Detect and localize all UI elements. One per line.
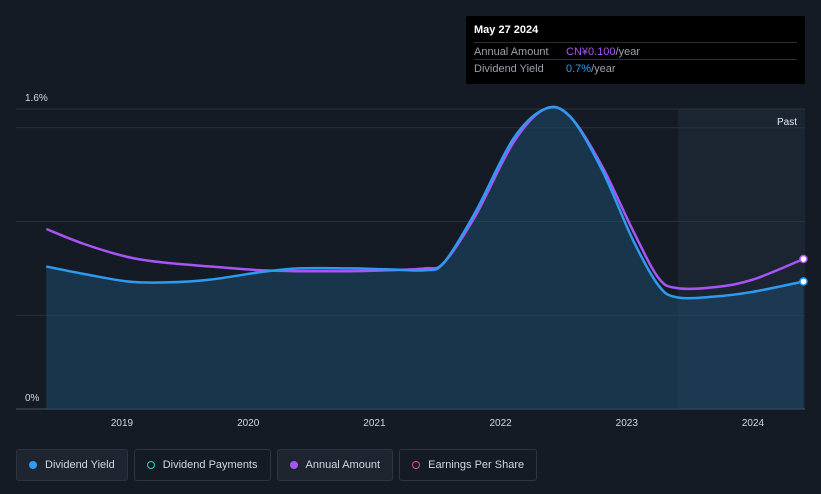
legend-label: Dividend Payments <box>162 459 258 471</box>
x-tick-label: 2021 <box>363 418 386 429</box>
tooltip-unit: /year <box>615 46 641 58</box>
legend-label: Dividend Yield <box>45 459 115 471</box>
series-lines <box>45 105 804 300</box>
dividend-yield-area <box>46 107 804 409</box>
dot-outline-icon <box>412 461 421 469</box>
legend: Dividend Yield Dividend Payments Annual … <box>16 449 538 481</box>
x-tick-label: 2023 <box>616 418 639 429</box>
tooltip-value: CN¥0.100 <box>566 46 616 58</box>
legend-earnings-per-share[interactable]: Earnings Per Share <box>399 449 538 481</box>
legend-dividend-payments[interactable]: Dividend Payments <box>133 449 271 481</box>
dividend-yield-endpoint <box>799 277 808 286</box>
tooltip-row-annual-amount: Annual Amount CN¥0.100/year <box>474 42 797 58</box>
tooltip-date: May 27 2024 <box>474 24 539 36</box>
x-tick-label: 2022 <box>489 418 512 429</box>
dividend-chart: 2019 2020 2021 2022 2023 2024 1.6% 0% Past <box>16 93 808 429</box>
legend-label: Earnings Per Share <box>428 459 525 471</box>
tooltip-label: Dividend Yield <box>474 63 544 75</box>
series-areas <box>46 107 804 409</box>
y-tick-label-bottom: 0% <box>25 393 40 404</box>
x-tick-label: 2024 <box>742 418 765 429</box>
tooltip-row-dividend-yield: Dividend Yield 0.7%/year <box>474 59 797 75</box>
tooltip-unit: /year <box>591 63 616 75</box>
x-tick-label: 2019 <box>111 418 134 429</box>
x-tick-label: 2020 <box>237 418 260 429</box>
legend-annual-amount[interactable]: Annual Amount <box>276 449 394 481</box>
tooltip-value: 0.7% <box>566 63 592 75</box>
series-endpoints <box>799 254 808 286</box>
legend-label: Annual Amount <box>305 459 381 471</box>
dot-outline-icon <box>146 461 155 469</box>
y-tick-label-top: 1.6% <box>25 93 48 104</box>
dot-filled-icon <box>29 461 37 469</box>
tooltip-label: Annual Amount <box>474 46 549 58</box>
legend-dividend-yield[interactable]: Dividend Yield <box>16 449 128 481</box>
dot-filled-icon <box>289 461 298 469</box>
tooltip: May 27 2024 Annual Amount CN¥0.100/year D… <box>466 16 805 84</box>
past-label: Past <box>777 117 797 128</box>
x-axis-ticks: 2019 2020 2021 2022 2023 2024 <box>111 418 765 429</box>
annual-amount-endpoint <box>799 254 808 264</box>
annual-amount-line <box>45 105 804 291</box>
dividend-yield-line <box>46 105 804 300</box>
